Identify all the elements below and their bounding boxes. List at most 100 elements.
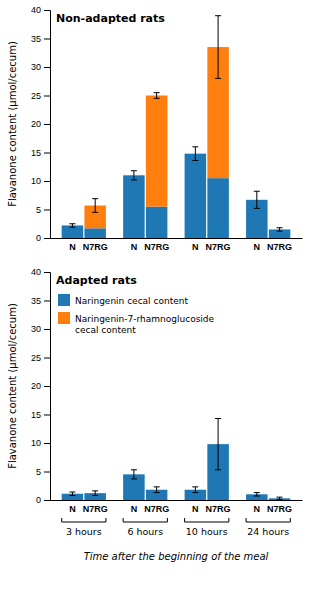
y-tick-mark — [44, 272, 50, 273]
x-tick-label: N7RG — [267, 242, 292, 252]
group-bracket — [185, 518, 229, 522]
y-tick-mark — [44, 39, 50, 40]
error-bar — [92, 199, 98, 213]
x-tick: N7RG — [144, 504, 169, 514]
legend-item: Naringenin-7-rhamnoglucosidececal conten… — [58, 312, 215, 335]
error-bar — [131, 470, 137, 479]
group-bracket — [62, 518, 106, 522]
x-axis: NN7RGNN7RGNN7RGNN7RG — [51, 239, 303, 253]
bar-segment — [146, 489, 168, 490]
y-tick: 0 — [36, 495, 50, 505]
chart-figure: 0510152025303540NN7RGNN7RGNN7RGNN7RGNon-… — [0, 0, 312, 593]
y-tick-mark — [44, 10, 50, 11]
y-tick-mark — [44, 472, 50, 473]
error-bar — [154, 93, 160, 99]
x-tick-label: N — [192, 504, 199, 514]
y-tick: 15 — [31, 148, 50, 158]
y-axis-line — [44, 11, 51, 239]
y-tick: 35 — [31, 296, 50, 306]
legend-item: Naringenin cecal content — [58, 294, 188, 306]
error-bar — [215, 16, 221, 79]
y-tick-label: 0 — [36, 495, 41, 505]
x-tick: N7RG — [267, 504, 292, 514]
y-tick: 30 — [31, 324, 50, 334]
x-tick-label: N — [69, 504, 76, 514]
y-tick-mark — [44, 329, 50, 330]
y-tick-mark — [44, 301, 50, 302]
x-tick-label: N — [131, 242, 138, 252]
y-tick-mark — [44, 500, 50, 501]
error-bar — [92, 491, 98, 496]
bar-segment — [146, 96, 168, 207]
x-tick-label: N7RG — [267, 504, 292, 514]
panel-title: Adapted rats — [56, 274, 137, 287]
x-tick: N — [69, 242, 76, 252]
y-tick-mark — [44, 415, 50, 416]
x-tick-label: N7RG — [206, 242, 231, 252]
y-tick-mark — [44, 386, 50, 387]
y-tick: 25 — [31, 353, 50, 363]
x-tick: N7RG — [144, 242, 169, 252]
x-tick-label: N7RG — [144, 242, 169, 252]
group-label: 3 hours — [66, 526, 102, 537]
bar-segment — [84, 493, 106, 494]
y-tick: 35 — [31, 34, 50, 44]
legend-swatch — [58, 312, 70, 324]
y-tick-label: 40 — [31, 267, 41, 277]
group-bracket — [246, 518, 290, 522]
bar-segment — [123, 175, 145, 238]
y-axis-line — [44, 273, 51, 501]
x-tick: N7RG — [206, 504, 231, 514]
x-tick-label: N — [192, 242, 199, 252]
bar-segment — [185, 154, 207, 238]
x-tick-label: N7RG — [144, 504, 169, 514]
group-label: 10 hours — [186, 526, 228, 537]
bar-segment — [269, 498, 291, 499]
y-tick-label: 35 — [31, 296, 41, 306]
y-tick: 10 — [31, 176, 50, 186]
y-tick: 40 — [31, 267, 50, 277]
error-bar — [69, 492, 75, 495]
x-tick: N — [192, 242, 199, 252]
y-tick: 0 — [36, 233, 50, 243]
y-tick-label: 30 — [31, 62, 41, 72]
x-tick: N — [254, 242, 261, 252]
x-tick-label: N7RG — [83, 504, 108, 514]
error-bar — [69, 224, 75, 227]
legend-label-line: Naringenin-7-rhamnoglucoside — [75, 314, 215, 324]
x-tick-label: N — [254, 504, 261, 514]
y-tick: 5 — [36, 467, 50, 477]
x-tick: N — [131, 242, 138, 252]
legend-label: Naringenin-7-rhamnoglucosidececal conten… — [75, 314, 215, 335]
y-axis-title: Flavanone content (μmol/cecum) — [7, 41, 18, 207]
error-bar — [277, 497, 283, 499]
bar-segment — [207, 178, 229, 238]
legend: Naringenin cecal content Naringenin-7-rha… — [58, 294, 215, 335]
y-axis: 0510152025303540 — [31, 267, 51, 505]
x-tick-label: N — [254, 242, 261, 252]
y-tick-label: 25 — [31, 91, 41, 101]
error-bar — [254, 191, 260, 208]
y-tick-mark — [44, 443, 50, 444]
y-tick-mark — [44, 124, 50, 125]
panel: 0510152025303540NN7RGNN7RGNN7RGNN7RGAdap… — [7, 267, 303, 562]
error-bar — [131, 171, 137, 180]
y-tick: 20 — [31, 381, 50, 391]
y-tick: 15 — [31, 410, 50, 420]
x-tick: N7RG — [206, 242, 231, 252]
y-tick-label: 40 — [31, 5, 41, 15]
y-tick-mark — [44, 67, 50, 68]
group-label: 24 hours — [247, 526, 289, 537]
y-axis: 0510152025303540 — [31, 5, 51, 243]
x-tick-label: N — [69, 242, 76, 252]
x-tick: N — [69, 504, 76, 514]
group-label: 6 hours — [127, 526, 163, 537]
x-tick-label: N — [131, 504, 138, 514]
y-tick-label: 20 — [31, 381, 41, 391]
bar-segment — [146, 207, 168, 238]
y-tick-label: 15 — [31, 410, 41, 420]
y-tick: 5 — [36, 205, 50, 215]
y-tick-mark — [44, 358, 50, 359]
y-tick-label: 30 — [31, 324, 41, 334]
x-axis: N N7RG N N7RG N N7RG N N7RG — [51, 501, 303, 515]
